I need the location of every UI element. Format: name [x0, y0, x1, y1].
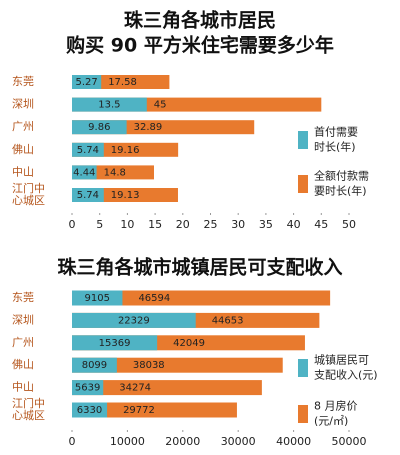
bar: [72, 142, 104, 157]
x-tick-label: 20: [176, 218, 190, 231]
value-label: 46594: [138, 293, 170, 304]
x-tick-label: 0: [69, 218, 76, 231]
value-label: 32.89: [134, 122, 163, 133]
value-label: 8099: [82, 360, 107, 371]
value-label: 19.13: [111, 190, 140, 201]
bar: [72, 97, 147, 112]
legend-swatch: [298, 131, 308, 149]
bar: [72, 357, 117, 373]
x-tick-label: 35: [259, 218, 273, 231]
bar: [72, 380, 262, 396]
x-tick-label: 10000: [110, 435, 145, 448]
bar: [72, 120, 127, 135]
bar: [72, 402, 237, 418]
x-tick-label: 25: [204, 218, 218, 231]
category-label: 广州: [12, 336, 34, 349]
x-tick-label: 5: [96, 218, 103, 231]
bar: [72, 357, 283, 373]
bar: [72, 165, 97, 180]
value-label: 44653: [212, 315, 244, 326]
category-label: 江门中心城区: [12, 181, 45, 207]
category-label: 佛山: [12, 143, 34, 156]
bar: [72, 188, 104, 202]
legend-swatch: [298, 175, 308, 193]
value-label: 42049: [173, 338, 205, 349]
x-tick-label: 50: [342, 218, 356, 231]
value-label: 9105: [84, 293, 109, 304]
value-label: 29772: [123, 405, 155, 416]
value-label: 5.27: [75, 77, 97, 88]
category-label: 佛山: [12, 358, 34, 371]
x-tick-label: 50000: [332, 435, 367, 448]
category-label: 中山: [12, 381, 34, 394]
value-label: 45: [154, 100, 167, 111]
value-label: 5.74: [77, 145, 99, 156]
x-tick-label: 40: [287, 218, 301, 231]
x-tick-label: 20000: [165, 435, 200, 448]
value-label: 5.74: [77, 190, 99, 201]
value-label: 9.86: [88, 122, 110, 133]
value-label: 6330: [77, 405, 102, 416]
value-label: 13.5: [98, 100, 120, 111]
legend-label: 城镇居民可支配收入(元): [314, 353, 378, 382]
value-label: 14.8: [104, 167, 126, 178]
legend-swatch: [298, 359, 308, 377]
bar: [72, 402, 108, 418]
x-tick-label: 30000: [221, 435, 256, 448]
value-label: 19.16: [111, 145, 140, 156]
bar: [72, 312, 196, 328]
value-label: 38038: [133, 360, 165, 371]
category-label: 广州: [12, 120, 34, 133]
category-label: 中山: [12, 165, 34, 178]
bar: [72, 290, 331, 306]
x-tick-label: 15: [148, 218, 162, 231]
chart-title: 珠三角各城市居民购买 90 平方米住宅需要多少年: [66, 8, 334, 56]
bar: [72, 380, 104, 396]
x-tick-label: 45: [314, 218, 328, 231]
legend-label: 8 月房价(元/㎡): [314, 400, 358, 428]
bar: [72, 75, 102, 89]
bar: [72, 335, 158, 351]
x-tick-label: 30: [231, 218, 245, 231]
chart-title: 珠三角各城市城镇居民可支配收入: [57, 256, 342, 279]
value-label: 22329: [118, 315, 150, 326]
x-tick-label: 0: [69, 435, 76, 448]
legend-label: 首付需要时长(年): [314, 125, 358, 154]
category-label: 东莞: [12, 291, 34, 304]
value-label: 15369: [99, 338, 131, 349]
x-tick-label: 10: [120, 218, 134, 231]
legend-swatch: [298, 405, 308, 423]
category-label: 东莞: [12, 75, 34, 88]
x-tick-label: 40000: [276, 435, 311, 448]
bar: [72, 290, 123, 306]
value-label: 34274: [119, 383, 151, 394]
category-label: 江门中心城区: [12, 396, 45, 422]
value-label: 4.44: [73, 167, 95, 178]
value-label: 17.58: [108, 77, 137, 88]
category-label: 深圳: [12, 313, 34, 326]
value-label: 5639: [75, 383, 100, 394]
category-label: 深圳: [12, 98, 34, 111]
legend-label: 全额付款需要时长(年): [314, 169, 369, 198]
